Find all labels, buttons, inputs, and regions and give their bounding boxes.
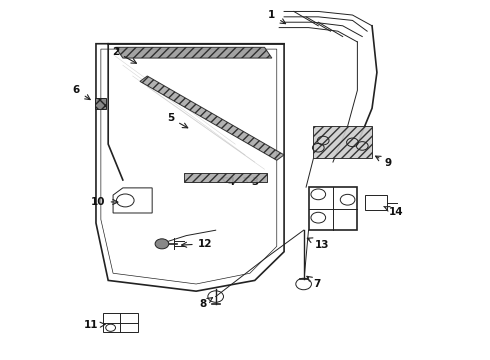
Polygon shape <box>314 126 372 158</box>
Text: 11: 11 <box>84 320 105 330</box>
Text: 7: 7 <box>307 276 321 289</box>
Polygon shape <box>184 173 267 182</box>
Text: 8: 8 <box>200 298 213 309</box>
Text: 14: 14 <box>384 207 404 217</box>
Text: 6: 6 <box>73 85 90 100</box>
Circle shape <box>155 239 169 249</box>
Text: 9: 9 <box>375 156 391 168</box>
Polygon shape <box>95 98 106 109</box>
Text: 10: 10 <box>91 197 118 207</box>
Text: 5: 5 <box>167 113 188 128</box>
Text: 12: 12 <box>182 239 212 249</box>
Text: 3: 3 <box>244 177 258 187</box>
Text: 4: 4 <box>221 177 235 187</box>
Text: 13: 13 <box>307 238 329 249</box>
Text: 1: 1 <box>268 10 286 24</box>
Text: 2: 2 <box>112 46 136 63</box>
Polygon shape <box>140 76 284 160</box>
Polygon shape <box>116 47 272 58</box>
